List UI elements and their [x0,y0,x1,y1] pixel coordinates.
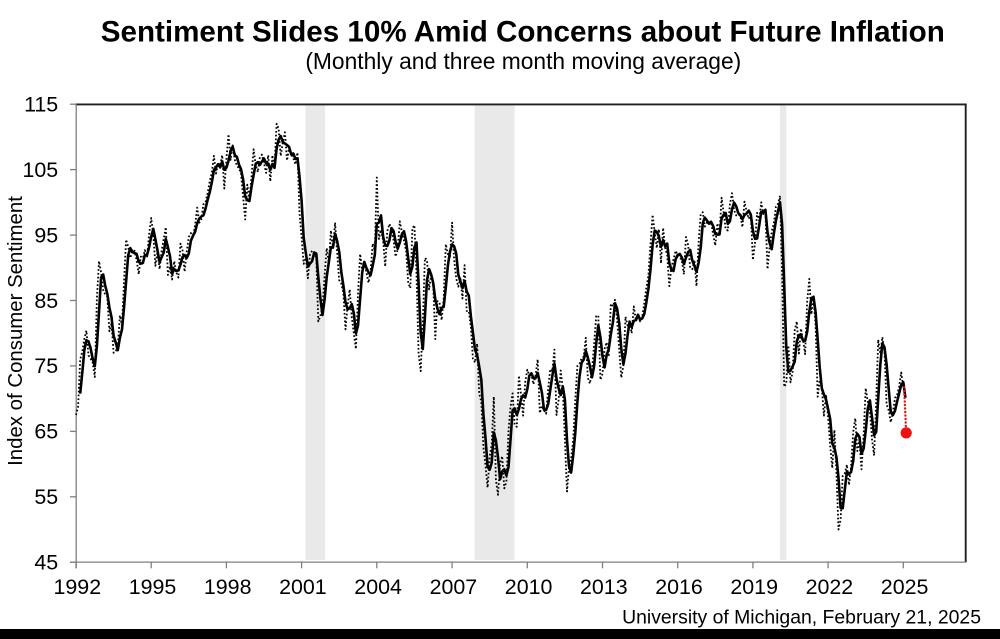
svg-text:2013: 2013 [580,575,628,599]
svg-text:2001: 2001 [279,575,327,599]
svg-text:45: 45 [34,551,58,575]
svg-text:115: 115 [24,93,58,117]
svg-text:75: 75 [34,354,58,378]
svg-text:105: 105 [22,158,58,182]
svg-text:2019: 2019 [730,575,778,599]
svg-text:95: 95 [34,223,58,247]
svg-text:1992: 1992 [54,575,102,599]
svg-text:2025: 2025 [881,575,929,599]
svg-text:55: 55 [34,485,58,509]
svg-text:65: 65 [34,420,58,444]
svg-text:University of Michigan, Februa: University of Michigan, February 21, 202… [622,607,981,629]
svg-text:85: 85 [34,289,58,313]
svg-text:1998: 1998 [204,575,252,599]
svg-text:2022: 2022 [806,575,854,599]
svg-text:Sentiment Slides 10% Amid Conc: Sentiment Slides 10% Amid Concerns about… [101,16,945,49]
svg-text:2016: 2016 [655,575,703,599]
svg-text:1995: 1995 [129,575,177,599]
svg-text:2007: 2007 [430,575,478,599]
svg-text:Index of Consumer Sentiment: Index of Consumer Sentiment [5,196,27,466]
svg-text:2010: 2010 [505,575,553,599]
svg-text:(Monthly and three month movin: (Monthly and three month moving average) [305,48,741,74]
svg-text:2004: 2004 [354,575,402,599]
